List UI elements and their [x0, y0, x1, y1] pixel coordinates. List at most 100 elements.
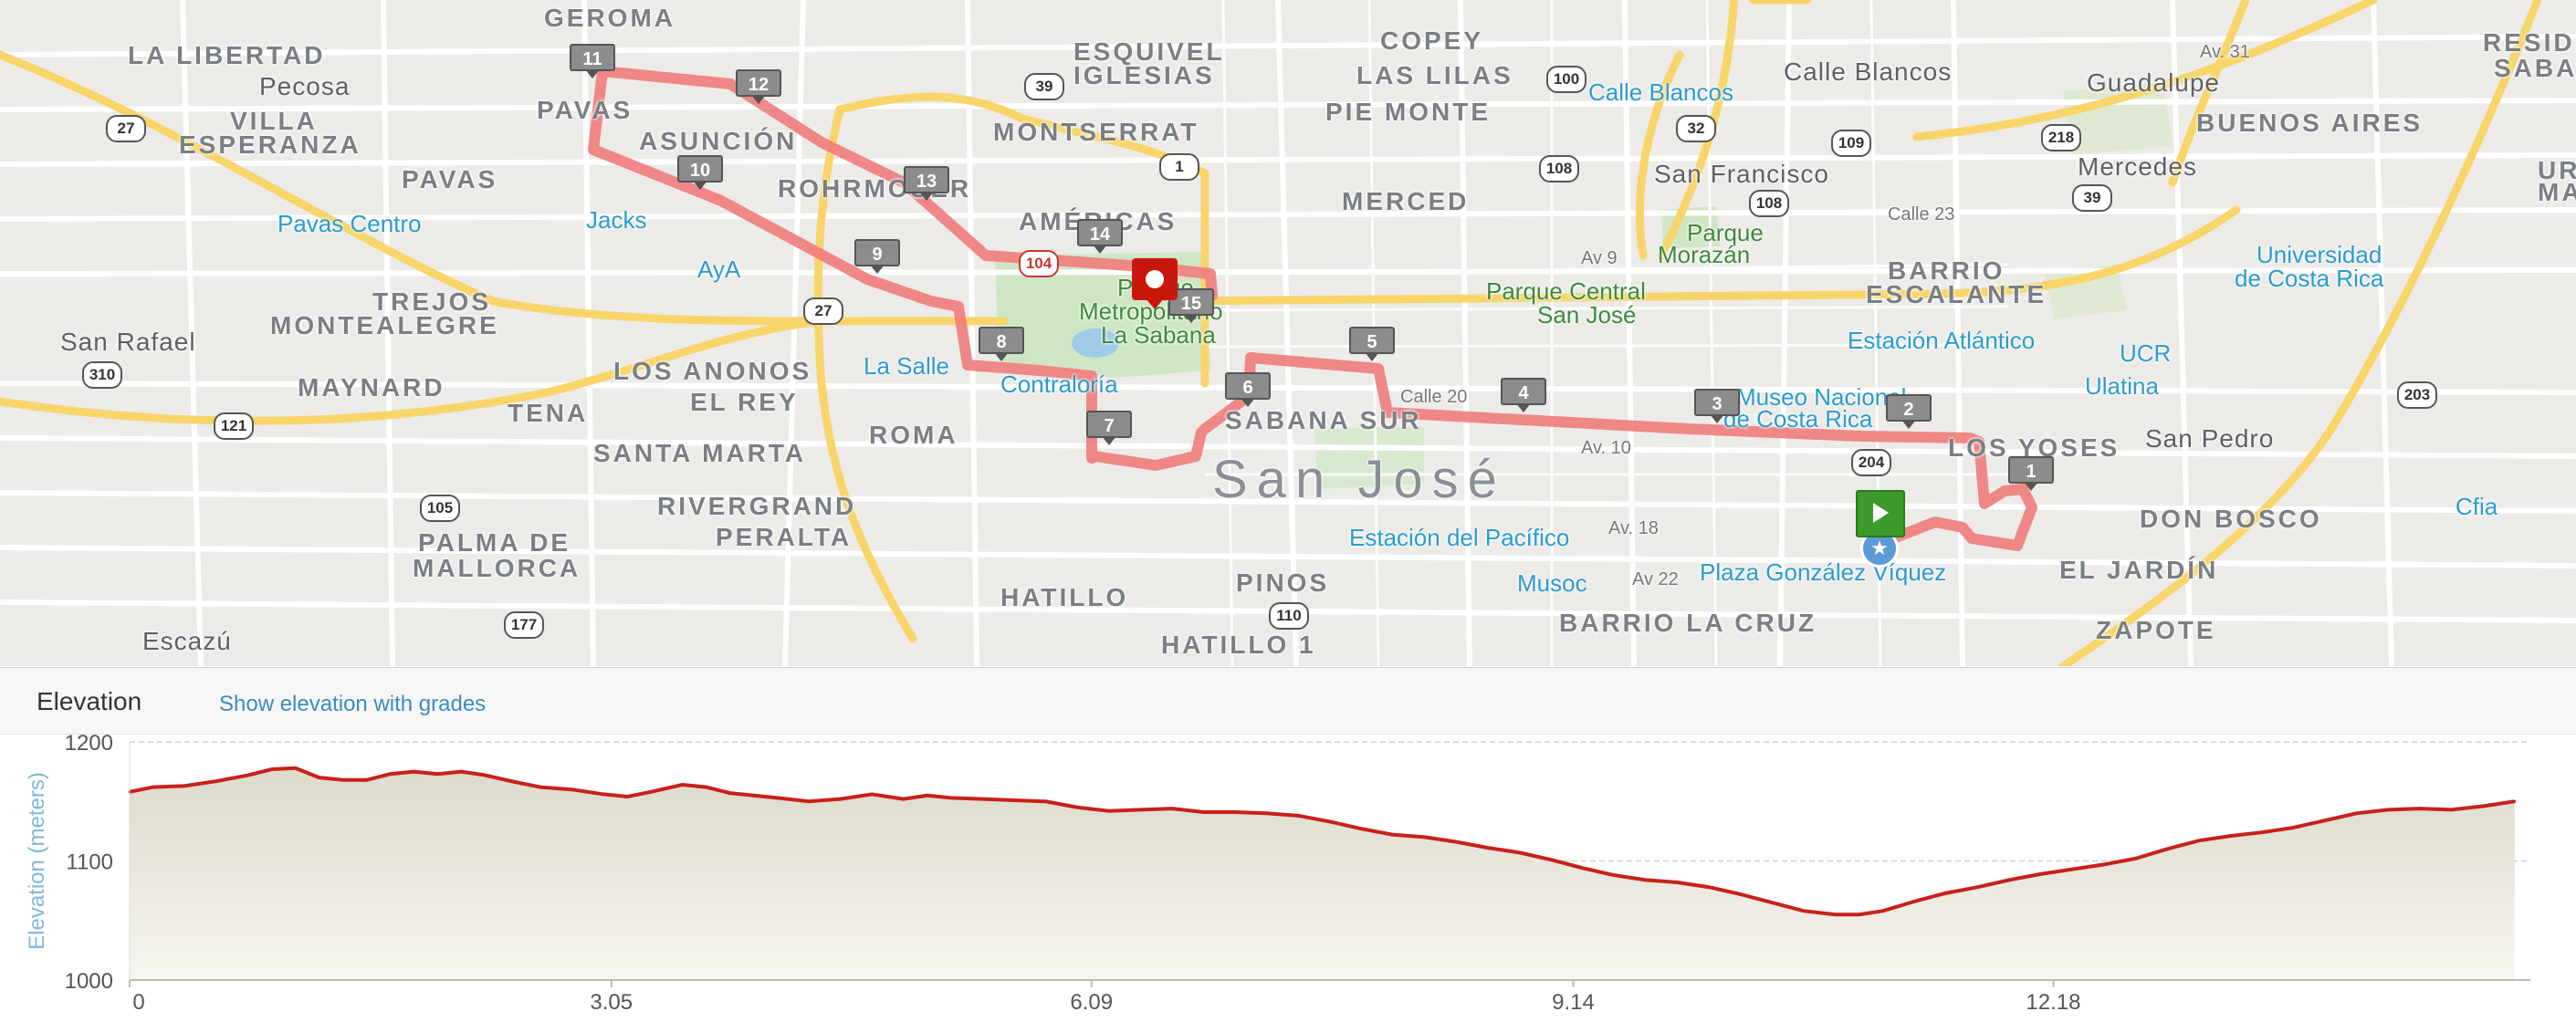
district-label: LA LIBERTAD	[128, 41, 326, 69]
poi-label[interactable]: Cfia	[2456, 493, 2498, 520]
district-label: RIVERGRAND	[657, 492, 857, 520]
play-icon	[1873, 503, 1889, 523]
elevation-point	[1858, 912, 1861, 916]
district-label: RESIDENC	[2483, 28, 2576, 57]
route-shield: 1	[1159, 153, 1199, 181]
poi-label[interactable]: AyA	[697, 256, 741, 283]
elevation-point	[870, 792, 874, 796]
neighborhood-label: Calle Blancos	[1784, 57, 1953, 86]
poi-label[interactable]: Ulatina	[2085, 372, 2159, 400]
x-tick-label: 6.09	[1070, 990, 1113, 1015]
waypoint-marker[interactable]: 6	[1225, 372, 1271, 407]
x-tick-label: 3.05	[590, 990, 633, 1015]
district-label: ESPERANZA	[179, 130, 361, 159]
district-label: HATILLO 1	[1161, 631, 1316, 659]
elevation-point	[1944, 892, 1948, 895]
elevation-point	[1107, 809, 1111, 813]
district-label: LAS LILAS	[1356, 61, 1513, 89]
poi-label[interactable]: Museo Nacional	[1736, 383, 1907, 411]
district-label: PERALTA	[716, 523, 853, 551]
waypoint-marker[interactable]: 8	[979, 327, 1024, 361]
route-shield: 105	[420, 495, 460, 522]
end-marker[interactable]	[1132, 258, 1178, 309]
elevation-point	[1138, 808, 1142, 811]
elevation-point	[318, 776, 321, 779]
elevation-point	[459, 770, 463, 774]
street-label: Av. 18	[1608, 518, 1659, 538]
waypoint-marker[interactable]: 13	[904, 166, 949, 201]
waypoint-number: 1	[2008, 456, 2054, 484]
route-shield: 110	[1269, 602, 1309, 630]
district-label: TENA	[508, 399, 589, 427]
route-shield: 32	[1676, 115, 1716, 142]
poi-label[interactable]: Musoc	[1517, 569, 1587, 597]
district-label: BARRIO	[1888, 256, 2005, 285]
poi-label[interactable]: Calle Blancos	[1588, 78, 1733, 106]
waypoint-marker[interactable]: 9	[854, 239, 900, 274]
poi-label[interactable]: Estación Atlántico	[1848, 327, 2036, 354]
elevation-chart[interactable]: 1000 1100 1200 0 3.05 6.09 9.14 12.18 Elevation …	[0, 733, 2576, 1022]
waypoint-number: 5	[1349, 327, 1395, 354]
elevation-point	[902, 798, 906, 801]
poi-label[interactable]: Universidad	[2257, 241, 2382, 268]
elevation-point	[1296, 814, 1300, 818]
waypoint-marker[interactable]: 2	[1886, 394, 1932, 429]
district-label: HATILLO	[1000, 583, 1129, 611]
route-map[interactable]: GEROMA LA LIBERTAD ESQUIVEL IGLESIAS COPEY LA…	[0, 0, 2576, 666]
poi-label[interactable]: Estación del Pacífico	[1349, 524, 1570, 551]
neighborhood-label: Guadalupe	[2087, 68, 2221, 97]
poi-label[interactable]: de Costa Rica	[1723, 405, 1873, 433]
waypoint-marker[interactable]: 7	[1086, 411, 1132, 445]
neighborhood-label: Escazú	[142, 627, 232, 655]
poi-label[interactable]: UCR	[2120, 339, 2172, 367]
waypoint-marker[interactable]: 1	[2008, 456, 2054, 491]
neighborhood-label: San Rafael	[60, 328, 196, 356]
poi-label[interactable]: Plaza González Víquez	[1700, 558, 1947, 586]
poi-label[interactable]: Jacks	[586, 206, 647, 234]
neighborhood-label: Pecosa	[259, 72, 351, 100]
elevation-point	[1834, 912, 1838, 916]
waypoint-marker[interactable]: 14	[1077, 219, 1123, 254]
poi-label[interactable]: de Costa Rica	[2235, 265, 2384, 292]
elevation-point	[1328, 819, 1332, 823]
elevation-point	[2418, 807, 2422, 810]
elevation-point	[1202, 810, 1206, 814]
elevation-point	[270, 767, 274, 771]
city-label: San José	[1212, 450, 1506, 509]
elevation-point	[2481, 804, 2485, 808]
elevation-point	[807, 799, 811, 803]
elevation-point	[1075, 806, 1079, 809]
district-label: MONTEALEGRE	[270, 311, 499, 339]
route-shield: 27	[106, 115, 146, 142]
waypoint-number: 7	[1086, 411, 1132, 438]
elevation-point	[751, 794, 755, 798]
waypoint-marker[interactable]: 3	[1694, 389, 1740, 423]
waypoint-marker[interactable]: 5	[1349, 327, 1395, 361]
elevation-point	[2070, 868, 2074, 871]
route-shield: 177	[504, 611, 544, 639]
waypoint-marker[interactable]: 11	[570, 44, 615, 78]
elevation-point	[2165, 847, 2169, 850]
waypoint-marker[interactable]: 4	[1501, 378, 1546, 412]
poi-label[interactable]: La Salle	[864, 352, 949, 380]
waypoint-marker[interactable]: 10	[677, 155, 723, 190]
route-shield: 39	[1024, 73, 1064, 100]
district-label: MALLORCA	[413, 554, 581, 582]
elevation-area	[130, 767, 2515, 980]
show-grades-link[interactable]: Show elevation with grades	[219, 692, 487, 716]
elevation-point	[2102, 862, 2106, 866]
y-axis-label: Elevation (meters)	[25, 772, 49, 950]
poi-label[interactable]: Contraloría	[1000, 370, 1118, 398]
elevation-point	[2228, 834, 2232, 838]
park-label: Parque Central	[1486, 277, 1646, 305]
start-marker[interactable]	[1856, 490, 1905, 537]
elevation-point	[1518, 850, 1522, 854]
district-label: PALMA DE	[418, 528, 571, 557]
park-label: Morazán	[1658, 241, 1751, 268]
poi-label[interactable]: Pavas Centro	[277, 210, 422, 237]
street-label: Av. 31	[2200, 42, 2250, 62]
district-label: LOS ANONOS	[613, 357, 812, 385]
waypoint-marker[interactable]: 12	[736, 69, 781, 104]
map-base	[0, 0, 2576, 666]
neighborhood-label: San Pedro	[2145, 424, 2275, 453]
